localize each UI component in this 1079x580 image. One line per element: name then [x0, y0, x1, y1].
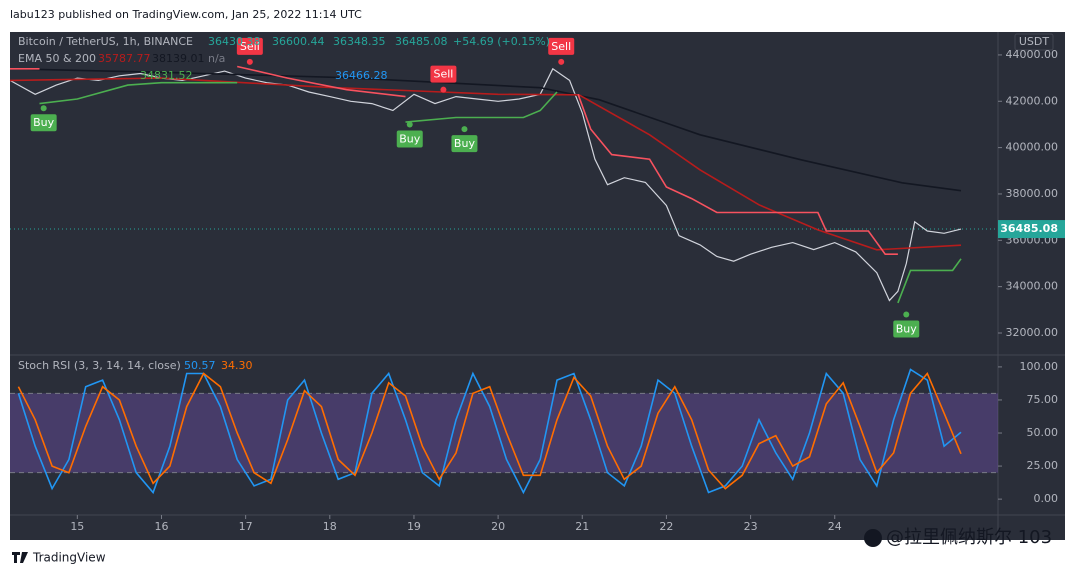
signal-label: Buy — [454, 137, 476, 150]
x-tick-label: 19 — [407, 520, 421, 533]
signal-point — [903, 311, 910, 318]
price-label: 36485.08 — [1000, 222, 1058, 235]
y-tick-label: 75.00 — [1027, 393, 1059, 406]
legend: Bitcoin / TetherUS, 1h, BINANCE 36430.38… — [18, 33, 1054, 372]
signal-label: Buy — [896, 322, 918, 335]
signal-box — [396, 130, 423, 148]
signal-label: Sell — [433, 68, 453, 81]
signal-label: Buy — [33, 116, 55, 129]
y-tick-label: 38000.00 — [1006, 187, 1059, 200]
watermark: @拉里佩纳斯尔 103 — [886, 527, 1052, 548]
open: 36430.38 — [208, 35, 261, 48]
series-line — [9, 67, 962, 302]
signal-box — [893, 320, 920, 338]
stoch-k: 50.57 — [184, 359, 216, 372]
low: 36348.35 — [333, 35, 386, 48]
plots: Buy Sell Buy Sell Buy Sell Buy — [9, 37, 1002, 519]
high: 36600.44 — [272, 35, 325, 48]
signal-box — [236, 37, 263, 55]
ema-title: EMA 50 & 200 — [18, 52, 96, 65]
y-tick-label: 25.00 — [1027, 459, 1059, 472]
y-tick-label: 100.00 — [1020, 360, 1059, 373]
band-fill — [10, 393, 998, 473]
signal-label: Sell — [551, 40, 571, 53]
x-tick-label: 16 — [154, 520, 168, 533]
ema-value: 35787.77 — [98, 52, 151, 65]
currency-box — [1014, 33, 1054, 51]
brand-logo — [12, 552, 28, 563]
price-label-box — [998, 220, 1065, 239]
y-tick-label: 34000.00 — [1006, 280, 1059, 293]
signal-point — [40, 105, 47, 112]
signal-point — [461, 126, 468, 133]
x-tick-label: 23 — [744, 520, 758, 533]
currency: USDT — [1019, 35, 1050, 48]
ema-value: 38139.01 — [152, 52, 205, 65]
change: +54.69 (+0.15%) — [453, 35, 550, 48]
published: labu123 published on TradingView.com, Ja… — [10, 8, 362, 21]
stoch-title: Stoch RSI (3, 3, 14, 14, close) — [18, 359, 181, 372]
y-tick-label: 32000.00 — [1006, 326, 1059, 339]
supertrend-value: 34831.52 — [140, 69, 193, 82]
signal-point — [246, 58, 253, 65]
series-line — [39, 81, 962, 304]
signal-box — [30, 114, 57, 132]
y-tick-label: 0.00 — [1034, 492, 1059, 505]
signal-label: Buy — [399, 132, 421, 145]
symbol: Bitcoin / TetherUS, 1h, BINANCE — [18, 35, 193, 48]
y-tick-label: 42000.00 — [1006, 94, 1059, 107]
watermark-logo — [864, 529, 882, 547]
signal-box — [548, 37, 575, 55]
series-line — [9, 68, 962, 192]
signal-point — [406, 121, 413, 128]
x-tick-label: 22 — [659, 520, 673, 533]
supertrend-value: 36466.28 — [335, 69, 388, 82]
close: 36485.08 — [395, 35, 448, 48]
signal-point — [558, 58, 565, 65]
signal-point — [440, 86, 447, 93]
y-tick-label: 44000.00 — [1006, 48, 1059, 61]
stoch-d: 34.30 — [221, 359, 253, 372]
series-line — [17, 371, 962, 490]
series-line — [9, 77, 962, 251]
series-line — [10, 65, 898, 255]
y-tick-label: 50.00 — [1027, 426, 1059, 439]
x-tick-label: 20 — [491, 520, 505, 533]
signal-box — [451, 135, 478, 153]
series-line — [17, 368, 962, 495]
signal-label: Sell — [240, 40, 260, 53]
x-tick-label: 18 — [323, 520, 337, 533]
x-tick-label: 15 — [70, 520, 84, 533]
y-tick-label: 40000.00 — [1006, 141, 1059, 154]
ema-value: n/a — [208, 52, 225, 65]
x-tick-label: 21 — [575, 520, 589, 533]
brand: TradingView — [32, 551, 106, 565]
x-tick-label: 24 — [828, 520, 842, 533]
x-tick-label: 17 — [239, 520, 253, 533]
signal-box — [430, 65, 457, 83]
chart-frame — [10, 32, 1065, 540]
